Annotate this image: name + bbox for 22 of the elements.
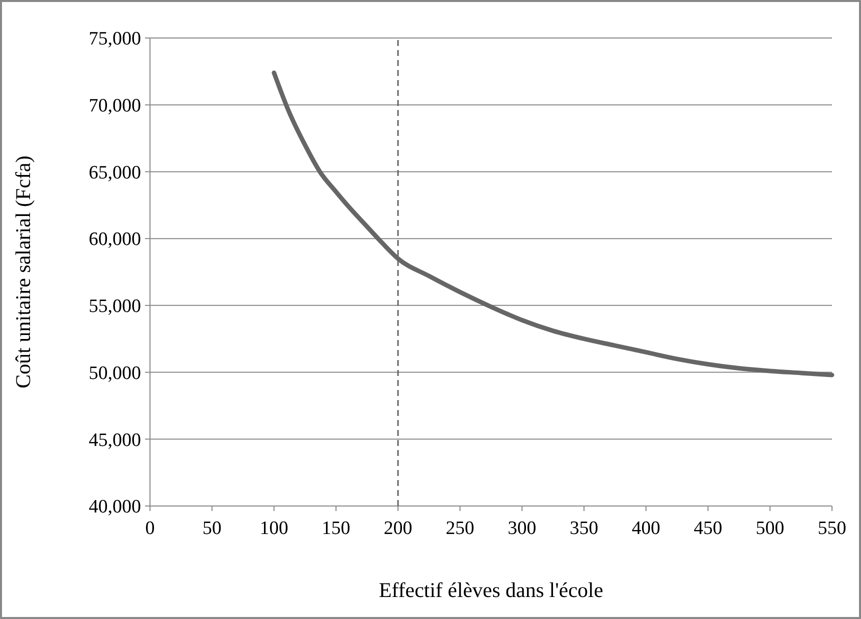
y-tick-label: 55,000 [88,296,141,318]
x-tick-label: 150 [322,518,350,539]
y-tick-label: 40,000 [88,496,141,518]
y-tick-label: 75,000 [88,28,141,50]
x-tick-label: 500 [756,518,784,539]
y-tick-label: 45,000 [88,430,141,451]
y-tick-label: 70,000 [88,96,141,117]
x-tick-label: 400 [632,518,660,539]
x-tick-label: 100 [260,518,288,539]
y-tick-label: 65,000 [88,162,141,184]
x-tick-label: 0 [145,518,155,539]
x-tick-label: 550 [818,518,846,539]
x-tick-label: 50 [202,518,222,539]
y-tick-label: 60,000 [88,229,141,250]
x-axis-title: Effectif élèves dans l'école [378,578,604,602]
y-axis-title: Coût unitaire salarial (Fcfa) [11,156,35,388]
y-tick-label: 50,000 [88,362,141,384]
x-tick-label: 350 [570,518,598,539]
x-tick-label: 250 [446,518,474,539]
x-tick-label: 200 [384,518,412,539]
x-tick-label: 450 [694,518,722,539]
x-tick-label: 300 [508,518,536,539]
